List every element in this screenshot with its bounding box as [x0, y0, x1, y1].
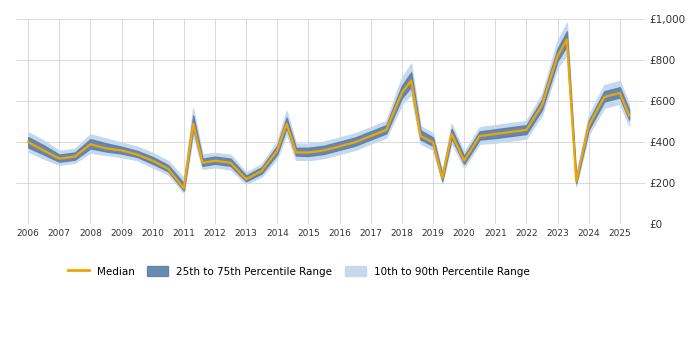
Legend: Median, 25th to 75th Percentile Range, 10th to 90th Percentile Range: Median, 25th to 75th Percentile Range, 1… — [64, 262, 534, 281]
